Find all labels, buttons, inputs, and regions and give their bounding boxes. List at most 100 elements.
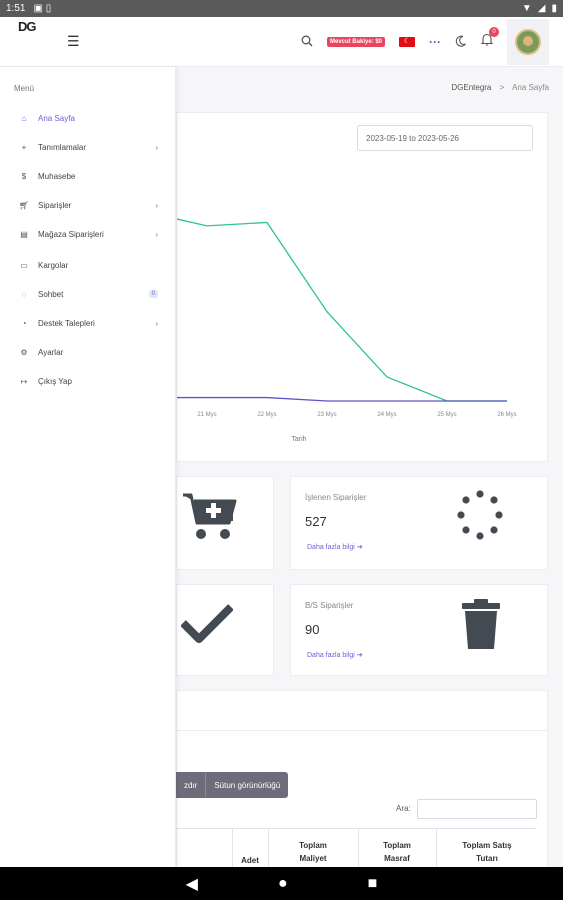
th-label: Toplam [299, 841, 327, 850]
sidebar-item-accounting[interactable]: $ Muhasebe [0, 165, 176, 187]
th-toplam-satis-tutari[interactable]: Toplam Satış Tutarı [438, 839, 536, 865]
logout-icon: ↦ [20, 376, 28, 386]
search-icon[interactable] [301, 35, 313, 50]
table-search-input[interactable] [417, 799, 537, 819]
sidebar-item-label: Çıkış Yap [38, 376, 72, 386]
sidebar-item-chat[interactable]: ◌ Sohbet 0 [0, 283, 176, 305]
x-tick-label: 24 Mys [377, 412, 396, 418]
orders-chart-card: 2023-05-19 to 2023-05-26 21 Mys 22 Mys 23 … [176, 112, 548, 462]
sidebar-item-definitions[interactable]: + Tanımlamalar › [0, 136, 176, 158]
x-tick-label: 26 Mys [497, 412, 516, 418]
date-range-input[interactable]: 2023-05-19 to 2023-05-26 [357, 125, 533, 151]
gear-icon: ⚙ [20, 347, 28, 357]
th-toplam-maliyet[interactable]: Toplam Maliyet [268, 839, 358, 865]
x-tick-label: 23 Mys [317, 412, 336, 418]
notifications-button[interactable]: 0 [480, 27, 499, 51]
th-label: Maliyet [299, 854, 327, 863]
stat-card-orders [176, 476, 274, 570]
avatar [515, 29, 541, 55]
home-icon: ⌂ [21, 113, 27, 123]
table-toolbar: zdır Sütun görünürlüğü [176, 772, 289, 798]
search-label: Ara: [396, 804, 411, 813]
app-notification-icon: ▣ ▯ [33, 3, 52, 14]
back-icon[interactable]: ◀ [185, 875, 198, 893]
stat-value: 90 [305, 622, 320, 637]
sidebar-item-orders[interactable]: 🛒︎ Siparişler › [0, 194, 176, 216]
sidebar-item-store-orders[interactable]: ▤ Mağaza Siparişleri › [0, 223, 176, 245]
app-logo[interactable]: DG [18, 19, 36, 34]
more-icon[interactable]: ··· [429, 35, 441, 49]
column-divider [436, 829, 437, 869]
stat-card-completed [176, 584, 274, 676]
x-tick-label: 21 Mys [197, 412, 216, 418]
th-label: Toplam [383, 841, 411, 850]
cart-icon: 🛒︎ [18, 200, 30, 210]
signal-icon: ◢ [537, 3, 546, 14]
menu-title: Menü [14, 84, 35, 93]
sidebar-item-support[interactable]: ◔ Destek Talepleri › [0, 312, 176, 334]
th-label: Tutarı [476, 854, 498, 863]
more-info-label: Daha fazla bilgi [307, 652, 355, 659]
more-info-link[interactable]: Daha fazla bilgi ➔ [307, 651, 363, 659]
language-flag-icon[interactable]: ☾ [399, 37, 415, 47]
th-label: Adet [241, 856, 259, 865]
chat-icon: ◌ [21, 289, 27, 299]
arrow-circle-icon: ➔ [356, 652, 363, 659]
home-button-icon[interactable]: ● [277, 874, 288, 892]
dark-mode-icon[interactable] [455, 35, 467, 50]
wifi-icon: ▼ [521, 3, 532, 14]
more-info-link[interactable]: Daha fazla bilgi ➔ [307, 543, 363, 551]
menu-toggle-icon[interactable]: ☰ [67, 33, 80, 49]
battery-icon: ▮ [551, 3, 557, 14]
cart-plus-icon [183, 493, 237, 539]
chevron-right-icon: › [155, 142, 158, 152]
breadcrumb-separator: > [499, 83, 505, 92]
stat-value: 527 [305, 514, 327, 529]
sidebar-item-label: Mağaza Siparişleri [38, 229, 104, 239]
truck-icon: ▭ [20, 260, 28, 270]
x-tick-label: 22 Mys [257, 412, 276, 418]
th-label: Toplam Satış [462, 841, 512, 850]
sidebar-item-label: Destek Talepleri [38, 318, 95, 328]
check-icon [181, 604, 233, 643]
chevron-right-icon: › [155, 318, 158, 328]
recents-icon[interactable]: ■ [367, 874, 378, 892]
series-line-1 [177, 396, 507, 402]
chevron-right-icon: › [155, 200, 158, 210]
sidebar-item-settings[interactable]: ⚙ Ayarlar [0, 341, 176, 363]
breadcrumb: DGEntegra > Ana Sayfa [451, 83, 549, 92]
stat-card-processed-orders: İşlenen Siparişler 527 Daha fazla bilgi … [290, 476, 548, 570]
sidebar-item-home[interactable]: ⌂ Ana Sayfa [0, 107, 176, 129]
arrow-circle-icon: ➔ [356, 544, 363, 551]
print-button[interactable]: zdır [184, 780, 198, 790]
stat-card-bs-orders: B/S Siparişler 90 Daha fazla bilgi ➔ [290, 584, 548, 676]
sidebar-item-label: Kargolar [38, 260, 69, 270]
x-tick-label: 25 Mys [437, 412, 456, 418]
th-toplam-masraf[interactable]: Toplam Masraf [358, 839, 436, 865]
chevron-right-icon: › [155, 229, 158, 239]
th-label: Masraf [384, 854, 410, 863]
x-axis-title: Tarih [291, 436, 306, 443]
column-divider [232, 829, 233, 869]
notification-count: 0 [489, 27, 499, 37]
balance-badge[interactable]: Mevcut Bakiye: $0 [326, 37, 385, 47]
sidebar-item-shipping[interactable]: ▭ Kargolar [0, 254, 176, 276]
status-time: 1:51 [6, 3, 26, 14]
column-visibility-button[interactable]: Sütun görünürlüğü [214, 780, 281, 790]
sidebar-item-label: Tanımlamalar [38, 142, 87, 152]
toolbar-separator [205, 772, 207, 798]
th-adet[interactable]: Adet [232, 854, 268, 867]
store-icon: ▤ [20, 229, 28, 239]
user-menu-button[interactable] [507, 19, 549, 65]
spinner-icon [457, 490, 503, 540]
column-divider [358, 829, 359, 869]
sidebar-item-label: Sohbet [38, 289, 64, 299]
breadcrumb-root[interactable]: DGEntegra [451, 83, 492, 92]
stat-title: B/S Siparişler [305, 601, 354, 610]
support-icon: ◔ [21, 318, 27, 328]
chat-count-badge: 0 [148, 290, 158, 298]
sidebar-item-logout[interactable]: ↦ Çıkış Yap [0, 370, 176, 392]
stat-title: İşlenen Siparişler [305, 493, 367, 502]
table-divider [176, 730, 548, 731]
series-line-0 [177, 218, 507, 402]
